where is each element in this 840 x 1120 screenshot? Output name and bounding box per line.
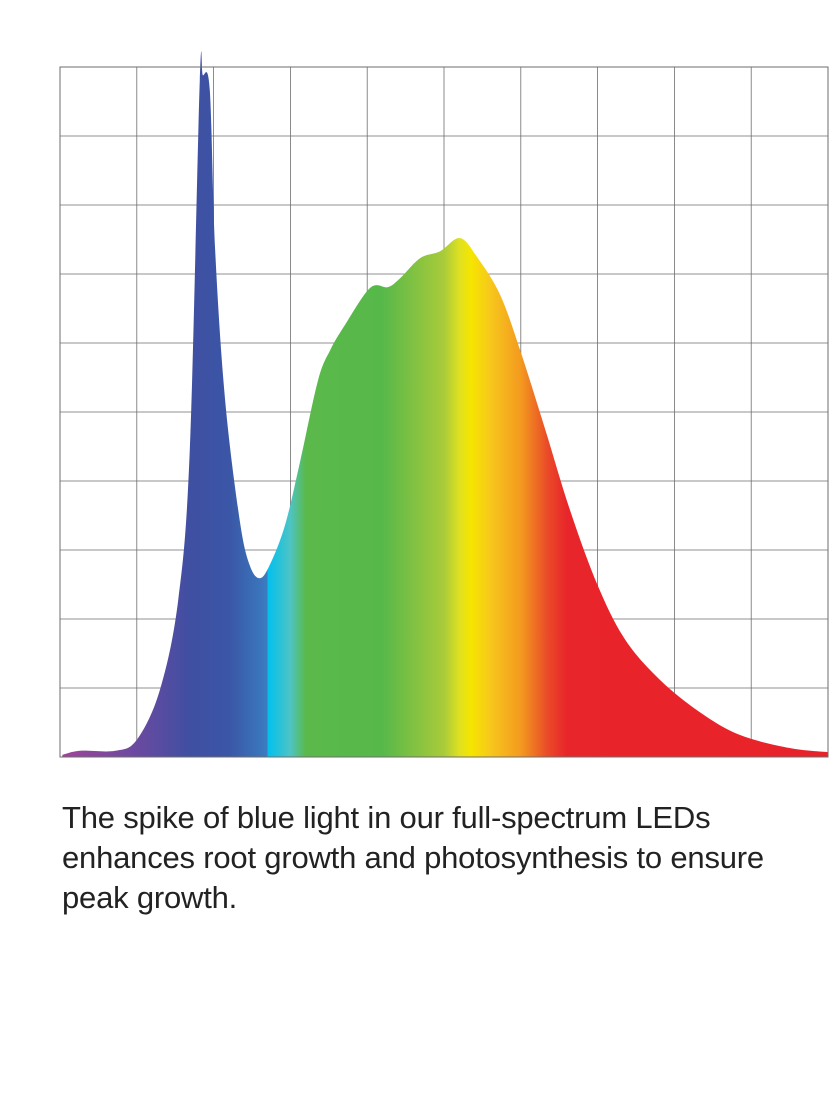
spectrum-chart (59, 51, 829, 758)
plot-frame (59, 66, 829, 758)
spectrum-area (62, 51, 828, 757)
caption: The spike of blue light in our full-spec… (62, 800, 764, 915)
